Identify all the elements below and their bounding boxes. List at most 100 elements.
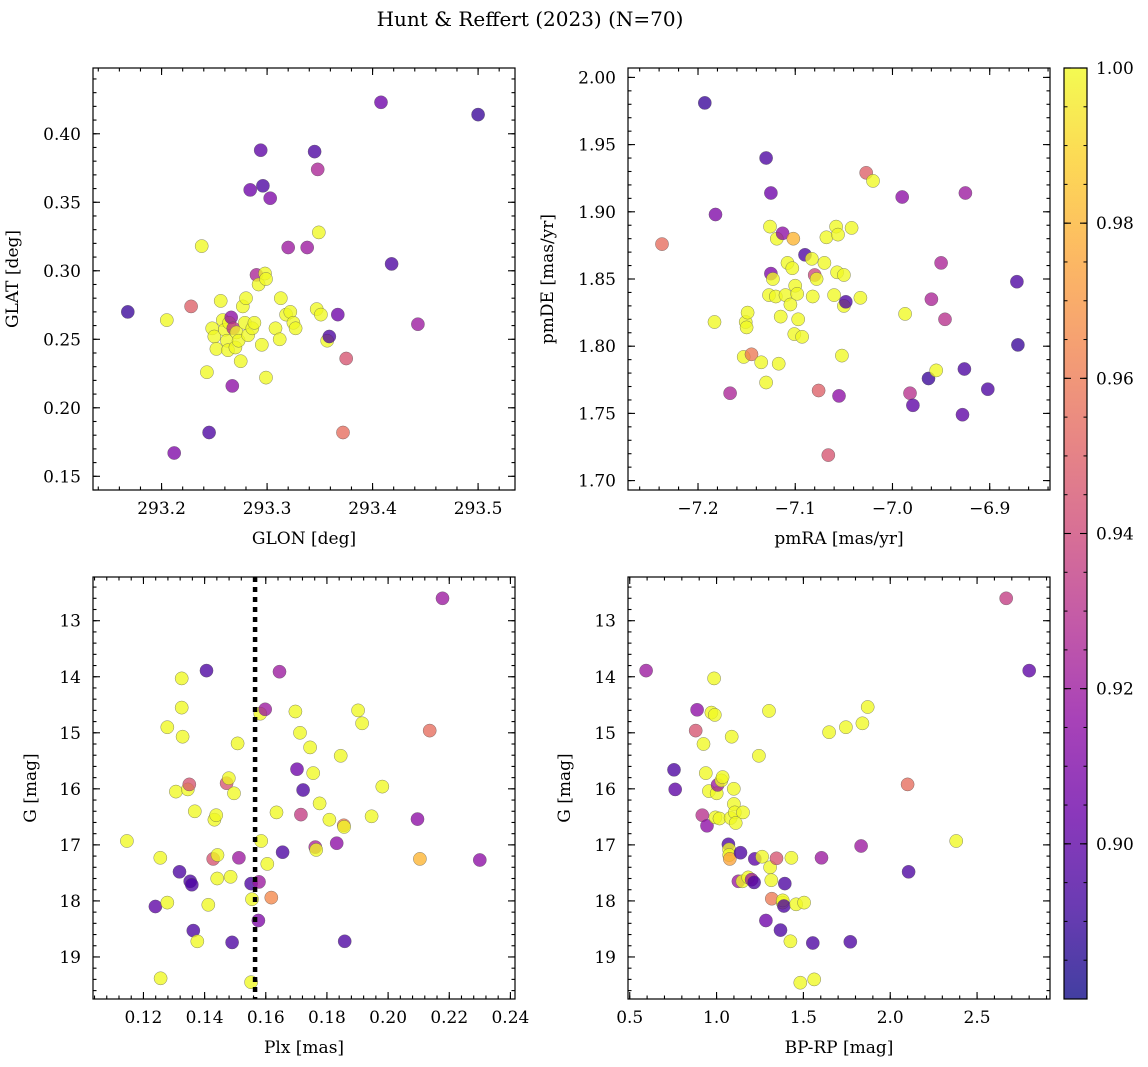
data-point bbox=[336, 425, 350, 440]
y-tick-label: 1.75 bbox=[578, 404, 616, 424]
data-point bbox=[777, 876, 792, 891]
y-tick-label: 1.70 bbox=[578, 472, 616, 492]
data-point bbox=[303, 740, 317, 755]
y-tick-label: 0.30 bbox=[43, 262, 81, 282]
data-point bbox=[667, 762, 681, 777]
data-point bbox=[769, 851, 784, 866]
data-point bbox=[838, 294, 853, 309]
data-point bbox=[762, 704, 776, 718]
data-point bbox=[929, 363, 944, 378]
data-point bbox=[187, 804, 202, 819]
data-point bbox=[153, 971, 168, 986]
data-point bbox=[819, 230, 834, 245]
data-point bbox=[764, 186, 778, 200]
data-point bbox=[322, 812, 337, 827]
data-point bbox=[854, 839, 868, 853]
y-tick-label: 13 bbox=[594, 612, 616, 632]
data-point bbox=[715, 770, 730, 784]
data-point bbox=[843, 934, 858, 949]
data-point bbox=[853, 290, 868, 305]
data-point bbox=[736, 805, 750, 820]
data-point bbox=[814, 850, 829, 865]
colorbar-ticks: 0.90 0.92 0.94 0.96 0.98 1.00 bbox=[1064, 59, 1134, 1000]
data-point bbox=[259, 272, 273, 286]
y-tick-label: 16 bbox=[594, 780, 616, 800]
data-point bbox=[759, 375, 773, 390]
data-point bbox=[355, 716, 369, 731]
x-tick-label: 1.0 bbox=[703, 1008, 730, 1028]
data-point bbox=[740, 305, 755, 320]
data-point bbox=[822, 725, 836, 740]
points bbox=[120, 591, 487, 990]
data-point bbox=[754, 355, 769, 370]
colorbar-tick-label: 0.94 bbox=[1096, 525, 1134, 545]
data-point bbox=[747, 875, 761, 890]
y-tick-label: 15 bbox=[594, 724, 616, 744]
y-tick-label: 1.80 bbox=[578, 337, 616, 357]
data-point bbox=[435, 591, 450, 606]
data-point bbox=[422, 723, 437, 738]
data-point bbox=[375, 779, 390, 794]
data-point bbox=[471, 107, 485, 122]
data-point bbox=[690, 702, 704, 717]
data-point bbox=[805, 289, 820, 304]
data-point bbox=[860, 700, 875, 714]
data-point bbox=[771, 356, 786, 371]
data-point bbox=[199, 663, 214, 678]
data-point bbox=[759, 913, 773, 928]
data-point bbox=[223, 869, 238, 884]
data-point bbox=[288, 321, 303, 336]
data-point bbox=[174, 700, 189, 715]
data-point bbox=[333, 748, 348, 763]
data-point bbox=[120, 834, 134, 848]
y-tick-label: 16 bbox=[59, 780, 81, 800]
data-point bbox=[791, 312, 806, 327]
data-point bbox=[410, 812, 425, 826]
panel-2: −7.2 −7.1 −7.0 −6.9 1.70 1.75 1.80 1.85 1.90 1.95… bbox=[538, 67, 1051, 549]
data-point bbox=[724, 729, 739, 744]
figure-title: Hunt & Reffert (2023) (N=70) bbox=[377, 7, 684, 31]
data-point bbox=[351, 703, 365, 718]
data-point bbox=[1011, 338, 1025, 352]
data-point bbox=[831, 227, 845, 242]
data-point bbox=[790, 286, 805, 301]
data-point bbox=[184, 877, 199, 892]
data-point bbox=[201, 897, 216, 912]
data-point bbox=[169, 784, 183, 799]
data-point bbox=[310, 162, 325, 177]
data-point bbox=[269, 805, 284, 820]
data-point bbox=[411, 317, 425, 332]
x-axis-label: GLON [deg] bbox=[252, 529, 356, 549]
ticks bbox=[93, 577, 515, 999]
points bbox=[120, 95, 485, 460]
data-point bbox=[934, 256, 948, 270]
data-point bbox=[272, 332, 287, 347]
data-point bbox=[290, 762, 304, 777]
data-point bbox=[312, 796, 327, 811]
data-point bbox=[722, 852, 737, 866]
data-point bbox=[708, 207, 723, 222]
data-point bbox=[184, 299, 198, 314]
data-point bbox=[839, 720, 853, 735]
data-point bbox=[980, 382, 995, 397]
x-axis-label: BP-RP [mag] bbox=[785, 1038, 894, 1058]
x-tick-label: 293.5 bbox=[454, 499, 503, 519]
data-point bbox=[337, 934, 352, 949]
data-point bbox=[210, 871, 225, 886]
y-tick-label: 18 bbox=[594, 892, 616, 912]
data-point bbox=[698, 766, 713, 780]
data-point bbox=[172, 864, 187, 879]
colorbar-tick-label: 0.90 bbox=[1096, 835, 1134, 855]
y-tick-label: 19 bbox=[594, 948, 616, 968]
data-point bbox=[707, 671, 721, 686]
x-tick-label: 2.0 bbox=[877, 1008, 904, 1028]
data-point bbox=[239, 291, 253, 306]
x-tick-label: 0.5 bbox=[616, 1008, 643, 1028]
data-point bbox=[225, 379, 240, 393]
data-point bbox=[855, 716, 870, 731]
x-tick-label: −7.1 bbox=[775, 499, 816, 519]
data-point bbox=[696, 737, 711, 751]
axes-frame bbox=[92, 67, 516, 491]
data-point bbox=[233, 354, 248, 369]
data-point bbox=[783, 297, 798, 312]
